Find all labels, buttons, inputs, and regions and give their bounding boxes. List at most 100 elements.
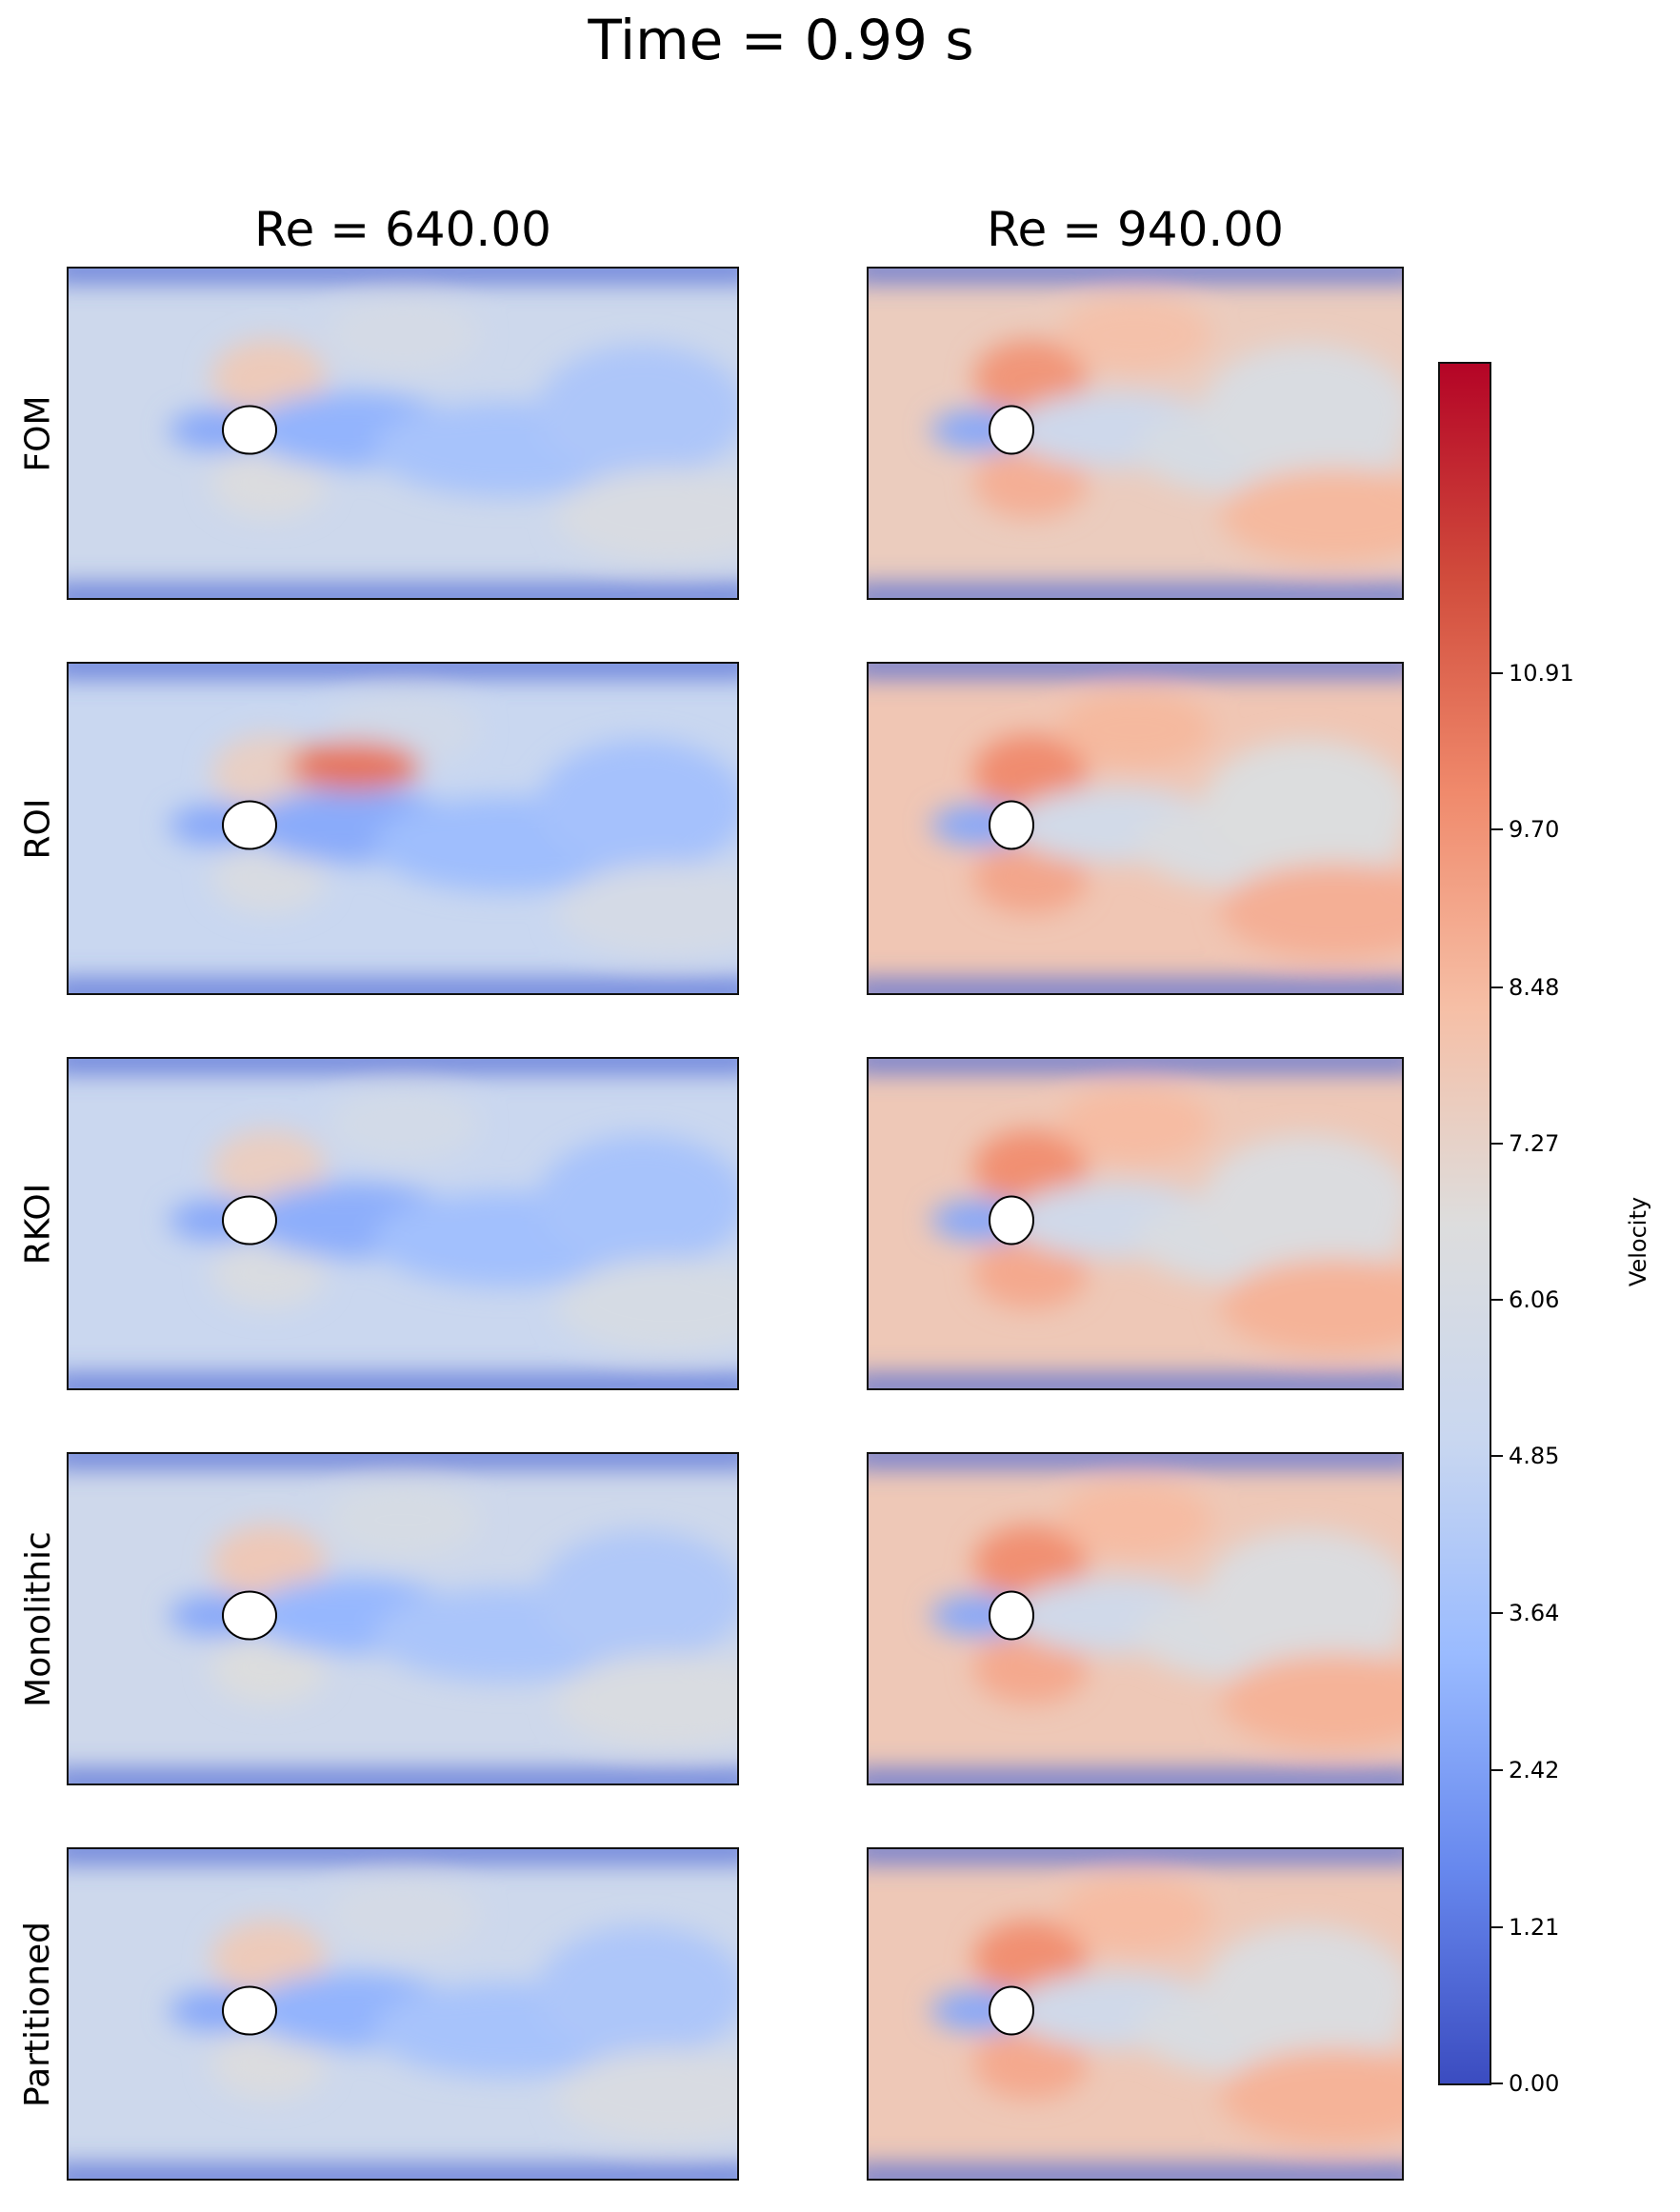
- flow-blob: [288, 741, 421, 791]
- colorbar-tick-label: 6.06: [1509, 1286, 1560, 1314]
- wall-boundary-layer-top: [869, 269, 1402, 280]
- colorbar-tick-label: 1.21: [1509, 1913, 1560, 1941]
- colorbar-tick-label: 0.00: [1509, 2070, 1560, 2097]
- flow-blob: [973, 2026, 1088, 2100]
- wall-boundary-layer-bottom: [869, 587, 1402, 598]
- velocity-panel-roi-re640: [67, 662, 739, 995]
- wall-boundary-layer-top: [69, 269, 737, 280]
- flow-blob: [537, 739, 737, 873]
- wall-boundary-layer-top: [869, 1849, 1402, 1861]
- flow-blob: [1059, 1877, 1211, 1954]
- wall-boundary-layer-top: [869, 1454, 1402, 1465]
- flow-blob: [1221, 2048, 1402, 2144]
- flow-blob: [1202, 344, 1402, 478]
- row-label-fom: FOM: [10, 267, 67, 600]
- flow-blob: [1059, 296, 1211, 373]
- wall-boundary-layer-bottom: [69, 1377, 737, 1388]
- colorbar-tick-mark: [1491, 827, 1503, 830]
- cylinder-obstacle: [222, 800, 277, 850]
- flow-blob: [973, 1524, 1088, 1602]
- colorbar-tick-label: 8.48: [1509, 973, 1560, 1001]
- flow-blob: [973, 1631, 1088, 1704]
- wall-boundary-layer-top: [69, 1849, 737, 1861]
- flow-blob: [973, 1129, 1088, 1206]
- wall-boundary-layer-bottom: [869, 2167, 1402, 2179]
- flow-blob: [556, 468, 737, 564]
- flow-blob: [1202, 739, 1402, 873]
- flow-features: [69, 1059, 737, 1388]
- flow-blob: [556, 2048, 737, 2144]
- velocity-panel-partitioned-re640: [67, 1847, 739, 2181]
- colorbar-label: Velocity: [1619, 1197, 1657, 1286]
- flow-blob: [973, 446, 1088, 519]
- row-label-text: Monolithic: [18, 1530, 58, 1707]
- column-title-re640: Re = 640.00: [254, 202, 551, 257]
- flow-blob: [1059, 1086, 1211, 1164]
- flow-blob: [973, 734, 1088, 811]
- wall-boundary-layer-top: [69, 1454, 737, 1465]
- cylinder-obstacle: [989, 800, 1034, 850]
- colorbar-tick-label: 2.42: [1509, 1757, 1560, 1784]
- flow-blob: [211, 841, 326, 914]
- colorbar-tick-mark: [1491, 1142, 1503, 1145]
- flow-blob: [327, 1877, 479, 1954]
- row-label-text: Partitioned: [18, 1921, 58, 2107]
- flow-blob: [211, 446, 326, 519]
- figure-title: Time = 0.99 s: [588, 8, 974, 72]
- flow-blob: [1221, 468, 1402, 564]
- colorbar-tick-label: 10.91: [1509, 659, 1574, 687]
- colorbar-tick-mark: [1491, 1925, 1503, 1928]
- wall-boundary-layer-bottom: [69, 587, 737, 598]
- flow-blob: [537, 1134, 737, 1268]
- wall-boundary-layer-bottom: [69, 1772, 737, 1784]
- flow-blob: [211, 1920, 326, 1997]
- row-label-text: FOM: [18, 394, 58, 472]
- wall-boundary-layer-bottom: [869, 982, 1402, 993]
- wall-boundary-layer-top: [69, 1059, 737, 1070]
- flow-blob: [973, 1920, 1088, 1997]
- flow-blob: [327, 1086, 479, 1164]
- row-label-rkoi: RKOI: [10, 1057, 67, 1390]
- flow-features: [869, 269, 1402, 598]
- flow-blob: [556, 863, 737, 959]
- row-label-text: ROI: [18, 798, 58, 859]
- cylinder-obstacle: [989, 1195, 1034, 1245]
- flow-blob: [1221, 1653, 1402, 1749]
- flow-blob: [973, 841, 1088, 914]
- flow-blob: [556, 1653, 737, 1749]
- velocity-panel-partitioned-re940: [867, 1847, 1404, 2181]
- wall-boundary-layer-bottom: [869, 1377, 1402, 1388]
- flow-blob: [211, 339, 326, 416]
- flow-features: [69, 664, 737, 993]
- colorbar-tick-mark: [1491, 986, 1503, 988]
- flow-features: [869, 664, 1402, 993]
- flow-blob: [1221, 863, 1402, 959]
- wall-boundary-layer-bottom: [869, 1772, 1402, 1784]
- cylinder-obstacle: [989, 1590, 1034, 1641]
- velocity-panel-monolithic-re940: [867, 1452, 1404, 1785]
- colorbar-tick-mark: [1491, 1769, 1503, 1772]
- flow-blob: [1202, 1529, 1402, 1664]
- colorbar-tick-mark: [1491, 1299, 1503, 1302]
- flow-blob: [211, 1129, 326, 1206]
- cylinder-obstacle: [222, 405, 277, 455]
- flow-blob: [537, 344, 737, 478]
- colorbar-tick-label: 7.27: [1509, 1129, 1560, 1157]
- cylinder-obstacle: [222, 1195, 277, 1245]
- flow-blob: [556, 1258, 737, 1354]
- flow-blob: [1202, 1924, 1402, 2059]
- colorbar-tick-mark: [1491, 2082, 1503, 2084]
- flow-blob: [211, 2026, 326, 2100]
- flow-features: [869, 1454, 1402, 1784]
- cylinder-obstacle: [989, 1985, 1034, 2036]
- flow-blob: [211, 1631, 326, 1704]
- colorbar-tick-label: 3.64: [1509, 1599, 1560, 1626]
- flow-blob: [1059, 691, 1211, 768]
- velocity-panel-fom-re640: [67, 267, 739, 600]
- flow-blob: [973, 1236, 1088, 1309]
- colorbar-tick-label: 4.85: [1509, 1443, 1560, 1470]
- colorbar-tick-mark: [1491, 1611, 1503, 1614]
- velocity-panel-fom-re940: [867, 267, 1404, 600]
- flow-features: [69, 269, 737, 598]
- colorbar: [1438, 362, 1491, 2085]
